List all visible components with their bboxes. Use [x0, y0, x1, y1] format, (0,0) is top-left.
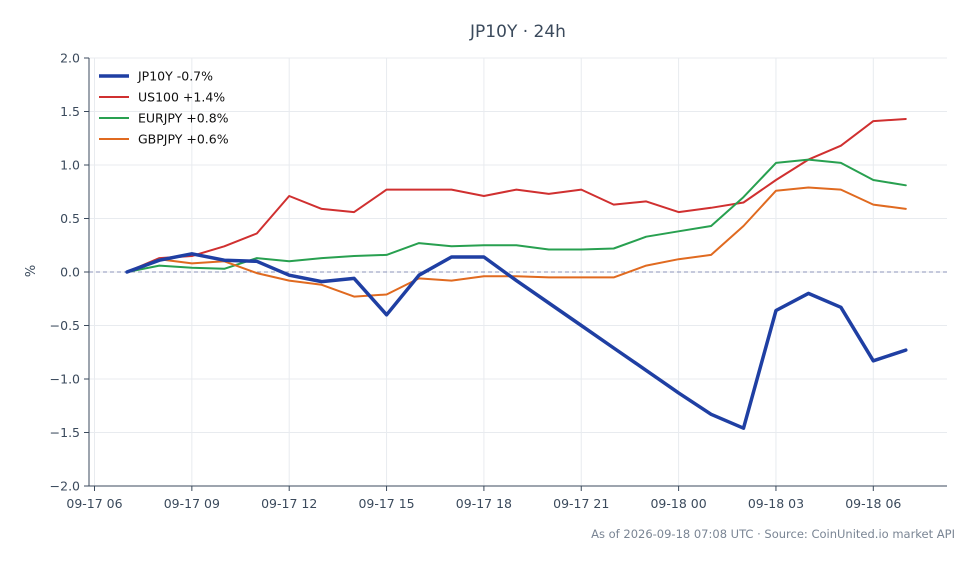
series-line-2: [126, 158, 907, 273]
y-tick-label: 2.0: [60, 51, 80, 66]
series-group: [125, 118, 908, 430]
x-tick-label: 09-17 21: [553, 496, 609, 511]
legend-label: EURJPY +0.8%: [138, 111, 229, 126]
y-tick-label: 0.5: [60, 211, 80, 226]
x-tick-label: 09-18 00: [650, 496, 706, 511]
y-tick-label: −2.0: [50, 479, 80, 494]
legend-label: GBPJPY +0.6%: [138, 132, 229, 147]
y-axis-label: %: [24, 265, 39, 277]
legend-label: US100 +1.4%: [138, 90, 225, 105]
y-axis-ticks: 2.0 1.5 1.0 0.5 0.0 −0.5 −1.0 −1.5 −2.0: [50, 51, 89, 494]
y-tick-label: 1.0: [60, 158, 80, 173]
x-axis-ticks: 09-17 06 09-17 09 09-17 12 09-17 15 09-17 18…: [66, 486, 901, 511]
footer-source: As of 2026-09-18 07:08 UTC · Source: Coi…: [591, 527, 955, 541]
y-tick-label: 1.5: [60, 104, 80, 119]
chart-title: JP10Y · 24h: [469, 22, 566, 42]
y-tick-label: −1.0: [50, 372, 80, 387]
series-line-3: [126, 186, 907, 298]
x-tick-label: 09-18 06: [845, 496, 901, 511]
x-tick-label: 09-18 03: [748, 496, 804, 511]
x-tick-label: 09-17 18: [456, 496, 512, 511]
y-tick-label: 0.0: [60, 265, 80, 280]
legend: JP10Y -0.7% US100 +1.4% EURJPY +0.8% GBPJPY…: [99, 69, 229, 147]
x-tick-label: 09-17 15: [358, 496, 414, 511]
legend-label: JP10Y -0.7%: [137, 69, 213, 84]
y-tick-label: −0.5: [50, 318, 80, 333]
series-line-1: [126, 118, 907, 273]
x-tick-label: 09-17 12: [261, 496, 317, 511]
x-tick-label: 09-17 09: [164, 496, 220, 511]
y-tick-label: −1.5: [50, 425, 80, 440]
series-line-0: [125, 252, 908, 430]
x-tick-label: 09-17 06: [66, 496, 122, 511]
